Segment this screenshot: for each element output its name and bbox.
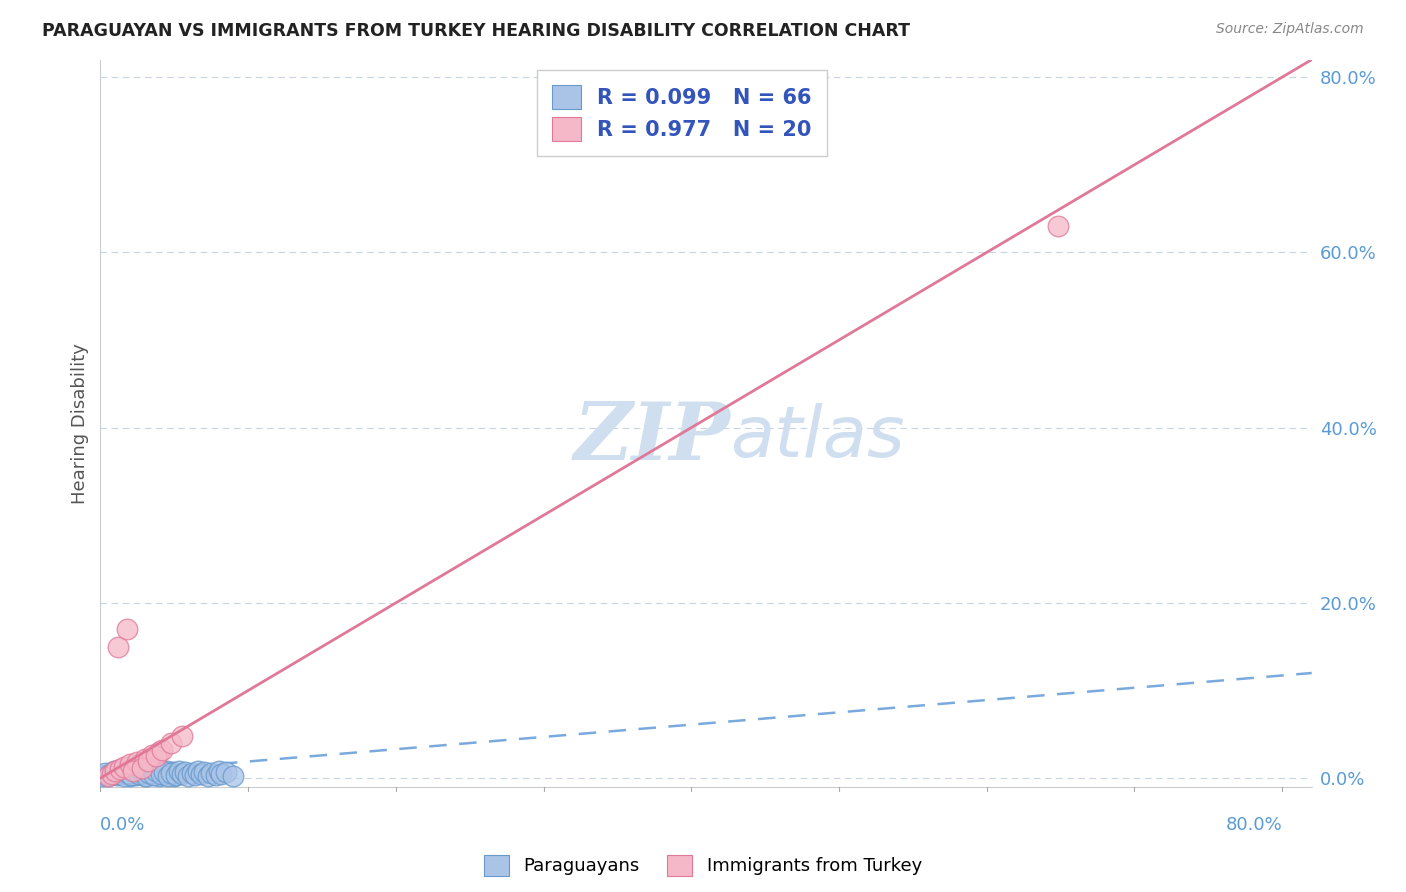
Point bbox=[118, 768, 141, 782]
Text: atlas: atlas bbox=[730, 403, 905, 472]
Legend: R = 0.099   N = 66, R = 0.977   N = 20: R = 0.099 N = 66, R = 0.977 N = 20 bbox=[537, 70, 827, 155]
Point bbox=[197, 768, 219, 782]
Point bbox=[152, 765, 174, 780]
Point bbox=[121, 765, 143, 780]
Point bbox=[149, 766, 172, 780]
Point bbox=[143, 766, 166, 780]
Point bbox=[148, 745, 170, 759]
Point bbox=[107, 766, 129, 780]
Point bbox=[160, 736, 183, 750]
Text: Source: ZipAtlas.com: Source: ZipAtlas.com bbox=[1216, 22, 1364, 37]
Point bbox=[141, 764, 163, 779]
Point bbox=[142, 767, 165, 781]
Point bbox=[156, 764, 179, 779]
Point bbox=[125, 767, 148, 781]
Point bbox=[139, 767, 162, 781]
Point bbox=[131, 761, 153, 775]
Point bbox=[91, 769, 114, 783]
Point bbox=[134, 752, 156, 766]
Text: 0.0%: 0.0% bbox=[100, 816, 146, 834]
Point bbox=[173, 765, 195, 780]
Point bbox=[115, 622, 138, 636]
Legend: Paraguayans, Immigrants from Turkey: Paraguayans, Immigrants from Turkey bbox=[477, 847, 929, 883]
Text: ZIP: ZIP bbox=[574, 399, 730, 476]
Point bbox=[96, 767, 118, 781]
Point bbox=[155, 767, 177, 781]
Point bbox=[134, 768, 156, 782]
Point bbox=[107, 640, 129, 654]
Point bbox=[120, 767, 142, 781]
Point bbox=[204, 767, 226, 781]
Point bbox=[145, 764, 167, 779]
Text: 80.0%: 80.0% bbox=[1226, 816, 1282, 834]
Point bbox=[184, 767, 207, 781]
Point bbox=[215, 765, 238, 780]
Point bbox=[97, 768, 120, 782]
Point bbox=[94, 765, 117, 780]
Point bbox=[117, 765, 139, 780]
Point bbox=[101, 766, 124, 780]
Point bbox=[167, 764, 190, 779]
Point bbox=[115, 765, 138, 780]
Point bbox=[159, 766, 181, 780]
Point bbox=[112, 760, 135, 774]
Point bbox=[132, 765, 155, 780]
Point bbox=[141, 748, 163, 763]
Point bbox=[105, 767, 128, 781]
Point bbox=[1046, 219, 1069, 233]
Point bbox=[170, 729, 193, 743]
Point bbox=[121, 764, 143, 779]
Point bbox=[112, 768, 135, 782]
Point bbox=[190, 766, 212, 780]
Point bbox=[181, 765, 204, 780]
Point bbox=[136, 765, 159, 780]
Point bbox=[148, 768, 170, 782]
Point bbox=[103, 764, 125, 779]
Point bbox=[108, 765, 131, 780]
Point bbox=[187, 764, 209, 779]
Point bbox=[193, 765, 215, 780]
Point bbox=[111, 764, 134, 779]
Point bbox=[101, 766, 124, 780]
Point bbox=[124, 764, 146, 779]
Point bbox=[138, 765, 160, 780]
Point bbox=[118, 757, 141, 772]
Point bbox=[129, 766, 152, 780]
Point bbox=[211, 766, 233, 780]
Point bbox=[146, 765, 169, 780]
Point bbox=[222, 768, 245, 782]
Point bbox=[98, 767, 121, 781]
Point bbox=[200, 765, 222, 780]
Point bbox=[104, 765, 127, 780]
Point bbox=[170, 766, 193, 780]
Point bbox=[152, 743, 174, 757]
Point bbox=[100, 765, 122, 780]
Point bbox=[131, 765, 153, 780]
Point bbox=[176, 768, 198, 782]
Point bbox=[136, 754, 159, 768]
Point bbox=[127, 764, 149, 779]
Point bbox=[108, 763, 131, 777]
Point bbox=[165, 767, 187, 781]
Point bbox=[157, 768, 180, 782]
Point bbox=[162, 765, 184, 780]
Point bbox=[110, 765, 132, 780]
Point bbox=[160, 765, 183, 780]
Point bbox=[145, 749, 167, 764]
Point bbox=[114, 766, 136, 780]
Point bbox=[97, 768, 120, 782]
Point bbox=[127, 756, 149, 770]
Point bbox=[207, 764, 229, 779]
Point bbox=[135, 768, 157, 782]
Point bbox=[163, 768, 186, 782]
Text: PARAGUAYAN VS IMMIGRANTS FROM TURKEY HEARING DISABILITY CORRELATION CHART: PARAGUAYAN VS IMMIGRANTS FROM TURKEY HEA… bbox=[42, 22, 910, 40]
Y-axis label: Hearing Disability: Hearing Disability bbox=[72, 343, 89, 504]
Point bbox=[128, 766, 150, 780]
Point bbox=[153, 765, 176, 780]
Point bbox=[104, 764, 127, 779]
